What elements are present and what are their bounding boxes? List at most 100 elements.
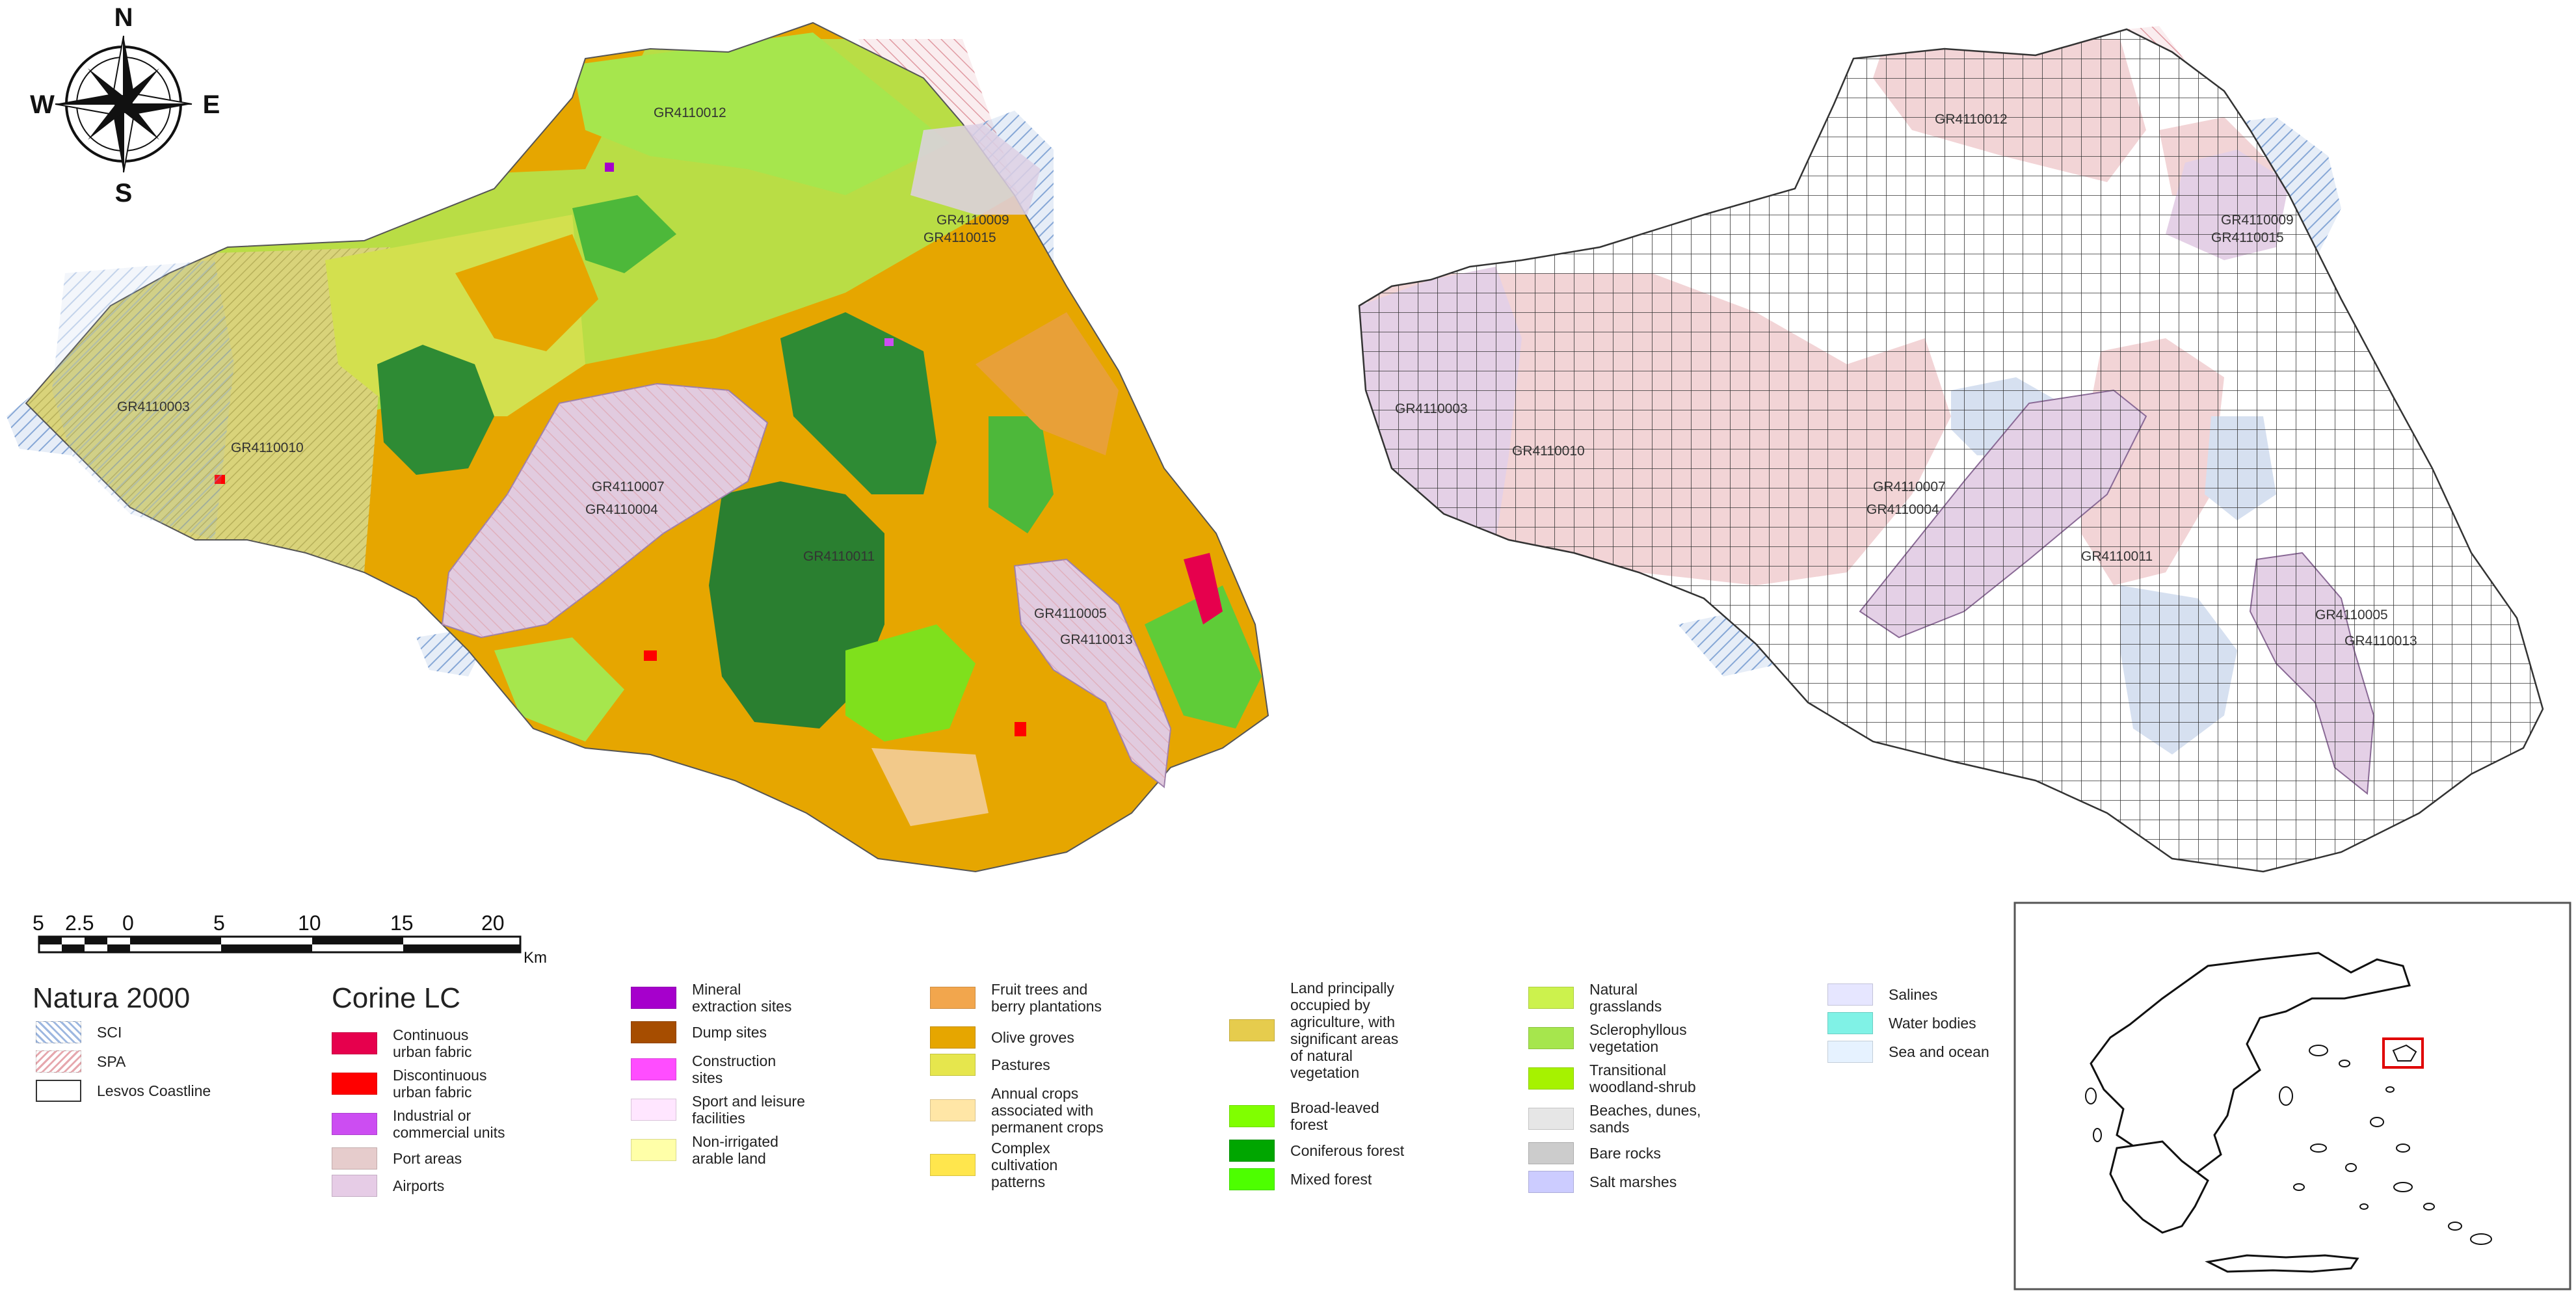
legend-item: Industrial or commercial units bbox=[332, 1107, 555, 1141]
land-cover-annual-crops bbox=[871, 748, 989, 826]
site-label: GR4110003 bbox=[1395, 401, 1468, 416]
scale-tick: 0 bbox=[122, 911, 134, 935]
legend-item: Salines bbox=[1827, 983, 2051, 1006]
natura-legend-title: Natura 2000 bbox=[33, 982, 191, 1014]
land-cover-fruit bbox=[976, 312, 1119, 455]
lesvos-outline bbox=[2392, 1044, 2417, 1062]
legend-item: Mixed forest bbox=[1229, 1168, 1453, 1190]
legend-label: Lesvos Coastline bbox=[97, 1082, 211, 1099]
legend-item: Bare rocks bbox=[1528, 1142, 1752, 1164]
legend-swatch bbox=[930, 1026, 976, 1049]
legend-item: Broad-leaved forest bbox=[1229, 1099, 1453, 1133]
legend-label: Construction sites bbox=[692, 1052, 777, 1086]
legend-swatch bbox=[631, 1099, 676, 1121]
legend-label: Mineral extraction sites bbox=[692, 981, 792, 1015]
legend-label: Sclerophyllous vegetation bbox=[1589, 1021, 1687, 1055]
legend-swatch bbox=[631, 987, 676, 1009]
legend-label: Sport and leisure facilities bbox=[692, 1093, 805, 1127]
land-cover-coniferous bbox=[780, 312, 936, 494]
legend-swatch bbox=[1528, 1142, 1574, 1164]
land-cover-sclerophyllous bbox=[572, 33, 949, 195]
legend-label: Olive groves bbox=[991, 1029, 1074, 1046]
legend-swatch bbox=[930, 1154, 976, 1176]
legend-item-sci: SCI bbox=[36, 1021, 259, 1043]
scale-tick: 10 bbox=[298, 911, 321, 935]
legend-item: Olive groves bbox=[930, 1026, 1154, 1049]
scale-bar: 5 2.5 0 5 10 15 20 Km bbox=[33, 911, 547, 967]
legend-swatch bbox=[930, 987, 976, 1009]
legend-item: Discontinuous urban fabric bbox=[332, 1067, 555, 1101]
site-label: GR4110004 bbox=[585, 502, 658, 517]
site-label: GR4110011 bbox=[2081, 549, 2153, 564]
legend-label: Land principally occupied by agriculture… bbox=[1290, 980, 1399, 1081]
legend-swatch bbox=[1229, 1105, 1275, 1127]
legend-label: Fruit trees and berry plantations bbox=[991, 981, 1102, 1015]
legend-item: Sclerophyllous vegetation bbox=[1528, 1021, 1752, 1055]
land-cover-mixed bbox=[989, 416, 1054, 533]
land-cover-broadleaved bbox=[845, 624, 976, 742]
legend-swatch bbox=[1528, 1108, 1574, 1130]
legend-item: Airports bbox=[332, 1175, 555, 1197]
compass-rose: N S E W bbox=[30, 3, 220, 207]
legend-swatch bbox=[332, 1073, 377, 1095]
legend-item: Sea and ocean bbox=[1827, 1041, 2051, 1063]
site-gr4110003-overlay bbox=[52, 260, 234, 540]
legend-item: Non-irrigated arable land bbox=[631, 1133, 855, 1167]
legend-label: Bare rocks bbox=[1589, 1145, 1661, 1162]
land-cover-mixed bbox=[572, 195, 676, 273]
legend-label: SCI bbox=[97, 1024, 122, 1041]
legend-item: Sport and leisure facilities bbox=[631, 1093, 855, 1127]
legend-item: Continuous urban fabric bbox=[332, 1026, 555, 1060]
legend-item: Fruit trees and berry plantations bbox=[930, 981, 1154, 1015]
legend-swatch bbox=[332, 1175, 377, 1197]
site-label: GR4110007 bbox=[1873, 479, 1946, 494]
corine-land-cover-map: GR4110012 GR4110009 GR4110015 GR4110003 … bbox=[7, 3, 1269, 872]
site-label: GR4110007 bbox=[592, 479, 665, 494]
legend-swatch bbox=[631, 1139, 676, 1161]
site-label: GR4110010 bbox=[1512, 444, 1585, 459]
legend-item: Dump sites bbox=[631, 1021, 855, 1043]
compass-west: W bbox=[30, 90, 55, 119]
site-gr4110007-overlay bbox=[442, 384, 767, 637]
legend-label: Beaches, dunes, sands bbox=[1589, 1102, 1701, 1136]
legend-item: Pastures bbox=[930, 1054, 1154, 1076]
compass-south: S bbox=[115, 179, 133, 207]
corine-legend-title: Corine LC bbox=[332, 982, 461, 1014]
legend-item: Annual crops associated with permanent c… bbox=[930, 1085, 1154, 1136]
legend-label: Pastures bbox=[991, 1056, 1050, 1073]
land-cover-olive-groves bbox=[455, 234, 598, 351]
natura-grid-map: GR4110012 GR4110009 GR4110015 GR4110003 … bbox=[1358, 26, 2544, 873]
legend-label: SPA bbox=[97, 1053, 126, 1070]
site-label: GR4110003 bbox=[117, 399, 190, 414]
legend-swatch bbox=[631, 1058, 676, 1080]
legend-label: Natural grasslands bbox=[1589, 981, 1662, 1015]
legend-item: Construction sites bbox=[631, 1052, 855, 1086]
legend-swatch bbox=[1827, 1012, 1873, 1034]
coastline-swatch bbox=[36, 1080, 81, 1102]
legend-item: Complex cultivation patterns bbox=[930, 1140, 1154, 1190]
land-cover-coniferous bbox=[709, 481, 884, 729]
legend-swatch bbox=[1229, 1140, 1275, 1162]
legend-label: Water bodies bbox=[1889, 1015, 1976, 1032]
legend-item: Transitional woodland-shrub bbox=[1528, 1062, 1752, 1095]
compass-north: N bbox=[114, 3, 133, 32]
land-cover-sclerophyllous bbox=[494, 637, 624, 742]
greece-mainland-outline bbox=[2090, 952, 2411, 1214]
land-cover-urban bbox=[1184, 553, 1223, 624]
legend-swatch bbox=[1229, 1019, 1275, 1041]
legend-label: Transitional woodland-shrub bbox=[1589, 1062, 1696, 1095]
land-cover-urban bbox=[644, 650, 657, 661]
site-gr4110005-overlay bbox=[1015, 559, 1171, 787]
legend-label: Dump sites bbox=[692, 1024, 767, 1041]
greece-locator-inset bbox=[2013, 902, 2571, 1290]
legend-label: Broad-leaved forest bbox=[1290, 1099, 1379, 1133]
land-cover-urban bbox=[1015, 722, 1026, 736]
legend-swatch bbox=[1528, 1171, 1574, 1193]
site-label: GR4110009 bbox=[936, 213, 1009, 228]
legend-item: Mineral extraction sites bbox=[631, 981, 855, 1015]
land-cover-sclerophyllous bbox=[1145, 585, 1262, 729]
legend-swatch bbox=[1827, 1041, 1873, 1063]
legend-label: Salines bbox=[1889, 986, 1938, 1003]
scale-tick: 2.5 bbox=[65, 911, 94, 935]
legend-swatch bbox=[930, 1099, 976, 1121]
